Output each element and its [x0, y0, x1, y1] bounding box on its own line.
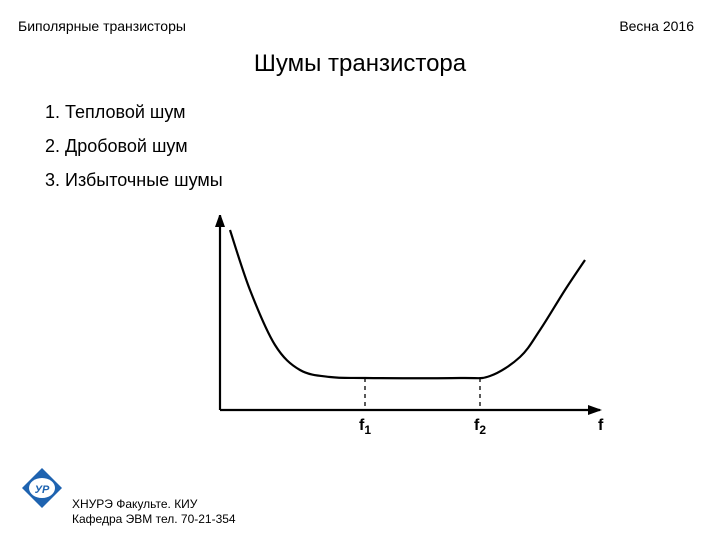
institution-logo: УР: [18, 466, 66, 510]
noise-chart: F f f1 f2: [210, 215, 610, 465]
footer: ХНУРЭ Факульте. КИУ Кафедра ЭВМ тел. 70-…: [72, 497, 236, 528]
header-left: Биполярные транзисторы: [18, 18, 186, 34]
y-axis-arrow: [215, 215, 225, 227]
list-item-2: 2. Дробовой шум: [45, 129, 223, 163]
footer-line-1: ХНУРЭ Факульте. КИУ: [72, 497, 236, 513]
logo-text: УР: [35, 484, 50, 496]
noise-list: 1. Тепловой шум 2. Дробовой шум 3. Избыт…: [45, 95, 223, 198]
noise-curve: [230, 230, 585, 378]
x-axis-label: f: [598, 417, 604, 434]
x-axis-arrow: [588, 405, 602, 415]
list-item-1: 1. Тепловой шум: [45, 95, 223, 129]
page-title: Шумы транзистора: [0, 50, 720, 78]
header-right: Весна 2016: [619, 18, 694, 34]
f1-label: f1: [359, 417, 371, 437]
f2-label: f2: [474, 417, 486, 437]
list-item-3: 3. Избыточные шумы: [45, 163, 223, 197]
footer-line-2: Кафедра ЭВМ тел. 70-21-354: [72, 512, 236, 528]
